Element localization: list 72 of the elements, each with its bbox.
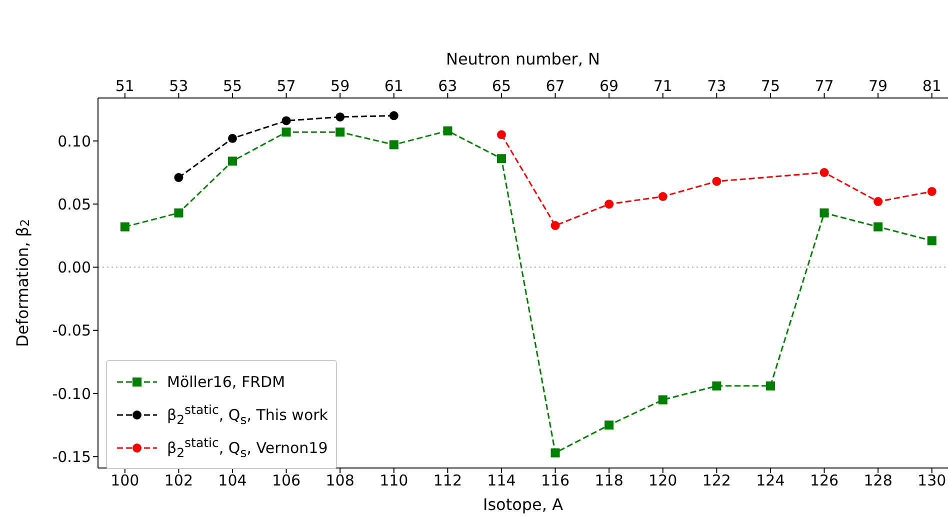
point bbox=[228, 156, 237, 166]
x-tick-label: 100 bbox=[110, 472, 140, 490]
x2-tick-label: 71 bbox=[653, 77, 672, 95]
x-tick-label: 124 bbox=[756, 472, 785, 490]
x2-axis-title: Neutron number, N bbox=[446, 49, 600, 68]
y-tick-label: 0.10 bbox=[58, 132, 91, 150]
point bbox=[712, 381, 722, 390]
point bbox=[712, 176, 722, 186]
y-tick-label: -0.05 bbox=[52, 322, 91, 340]
point bbox=[174, 208, 184, 218]
point bbox=[658, 395, 668, 404]
point bbox=[496, 154, 506, 164]
point bbox=[443, 126, 452, 136]
point bbox=[874, 222, 883, 232]
x-tick-label: 118 bbox=[594, 472, 624, 490]
y-tick-label: -0.15 bbox=[52, 448, 91, 466]
point bbox=[604, 200, 614, 209]
point bbox=[820, 168, 829, 178]
legend-label: Möller16, FRDM bbox=[167, 372, 286, 390]
x2-tick-label: 77 bbox=[814, 77, 834, 95]
x-tick-label: 104 bbox=[218, 472, 247, 490]
point bbox=[604, 420, 614, 430]
x-tick-label: 116 bbox=[540, 472, 570, 490]
point bbox=[550, 221, 560, 230]
x2-tick-label: 81 bbox=[922, 77, 942, 95]
x-tick-label: 122 bbox=[702, 472, 731, 490]
point bbox=[336, 128, 345, 137]
point bbox=[282, 128, 291, 137]
point bbox=[820, 208, 829, 218]
x2-tick-label: 57 bbox=[276, 77, 296, 95]
legend-label: β$_{2}$$^{static}$, Q$_{s}$, This work bbox=[167, 402, 328, 427]
point bbox=[766, 381, 775, 390]
x2-tick-label: 79 bbox=[868, 77, 888, 95]
x-tick-label: 120 bbox=[648, 472, 678, 490]
x2-tick-label: 65 bbox=[492, 77, 512, 95]
point bbox=[336, 112, 345, 122]
x-tick-label: 114 bbox=[487, 472, 516, 490]
x2-tick-label: 51 bbox=[115, 77, 134, 95]
point bbox=[496, 130, 506, 140]
point bbox=[927, 186, 936, 196]
point bbox=[120, 222, 130, 232]
y-tick-label: -0.10 bbox=[52, 384, 91, 403]
x-tick-label: 112 bbox=[433, 472, 462, 490]
point bbox=[174, 173, 184, 182]
point bbox=[550, 448, 560, 458]
y-tick-label: 0.00 bbox=[58, 258, 91, 277]
x-tick-label: 108 bbox=[326, 472, 354, 490]
x-tick-label: 106 bbox=[272, 472, 301, 490]
point bbox=[389, 111, 398, 120]
x2-tick-label: 61 bbox=[384, 77, 404, 95]
y-tick-label: 0.05 bbox=[58, 195, 91, 214]
point bbox=[874, 197, 883, 206]
point bbox=[228, 134, 237, 143]
x2-tick-label: 63 bbox=[438, 77, 458, 95]
x-axis-title: Isotope, A bbox=[482, 495, 564, 514]
x2-tick-label: 73 bbox=[707, 77, 726, 95]
x-tick-label: 126 bbox=[810, 472, 839, 490]
point bbox=[658, 192, 668, 201]
x2-tick-label: 69 bbox=[600, 77, 619, 95]
x-tick-label: 102 bbox=[164, 472, 194, 490]
x-tick-label: 130 bbox=[918, 472, 946, 490]
point bbox=[282, 116, 291, 126]
point bbox=[389, 140, 398, 150]
x2-tick-label: 53 bbox=[169, 77, 188, 95]
x-tick-label: 110 bbox=[380, 472, 408, 490]
x2-tick-label: 67 bbox=[546, 77, 565, 95]
x2-tick-label: 55 bbox=[222, 77, 242, 95]
point bbox=[927, 236, 936, 246]
legend-label: β$_{2}$$^{static}$, Q$_{s}$, Vernon19 bbox=[167, 435, 328, 460]
x-tick-label: 128 bbox=[864, 472, 892, 490]
x2-tick-label: 59 bbox=[330, 77, 350, 95]
x2-tick-label: 75 bbox=[760, 77, 780, 95]
